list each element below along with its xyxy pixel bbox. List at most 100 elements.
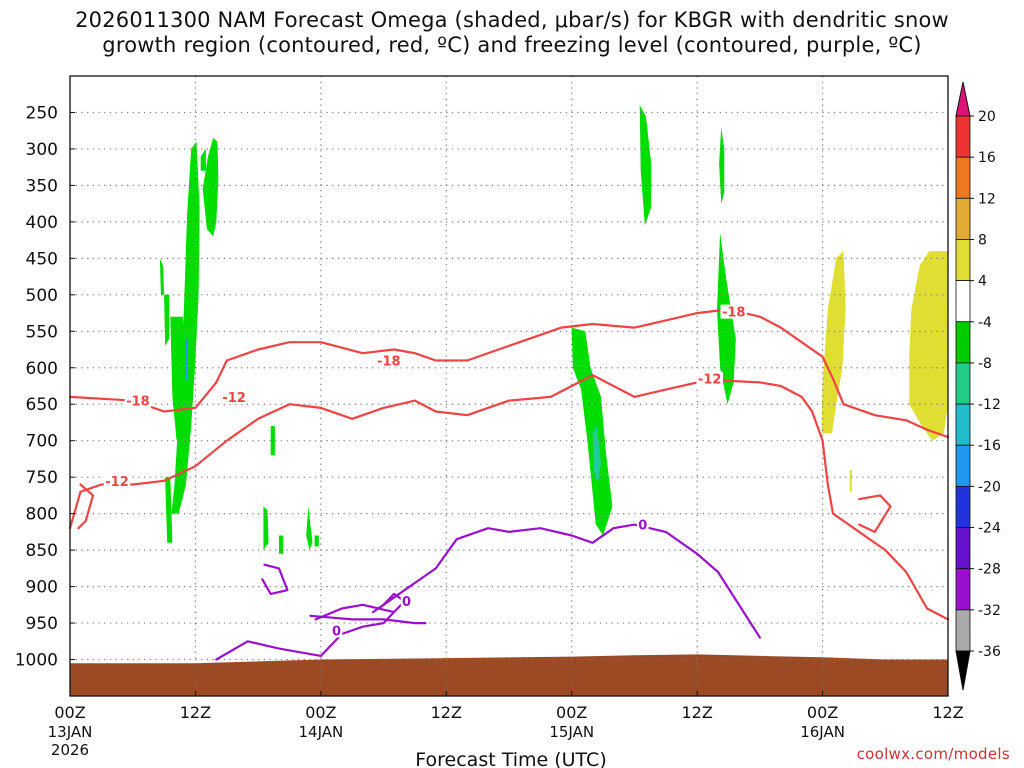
x-tick-label: 12Z <box>180 703 211 722</box>
colorbar-segment <box>955 115 971 158</box>
x-axis-label: Forecast Time (UTC) <box>415 749 606 768</box>
contour-label: -18 <box>126 395 150 410</box>
y-tick-label: 300 <box>26 140 58 160</box>
y-tick-label: 500 <box>26 286 58 306</box>
contour-label-bg <box>220 389 248 404</box>
x-tick-date: 16JAN <box>800 723 845 741</box>
chart-title-line-2: growth region (contoured, red, ºC) and f… <box>102 33 922 57</box>
contour-line <box>68 308 950 439</box>
omega-region <box>263 506 269 551</box>
colorbar-label: 8 <box>978 232 987 248</box>
x-tick-label: 12Z <box>932 703 963 722</box>
plot-frame <box>69 75 949 697</box>
y-tick-label: 250 <box>26 103 58 123</box>
terrain-fill <box>70 654 948 696</box>
colorbar-label: 12 <box>978 191 996 207</box>
y-tick-label: 550 <box>26 322 58 342</box>
omega-region <box>270 426 275 456</box>
omega-region <box>279 535 284 554</box>
x-tick-year: 2026 <box>51 741 89 759</box>
plot-border <box>69 75 949 697</box>
colorbar-segment <box>955 239 971 282</box>
colorbar-segment <box>955 485 971 528</box>
x-tick-label: 00Z <box>807 703 838 722</box>
y-tick-label: 600 <box>26 359 58 379</box>
omega-region <box>306 506 313 551</box>
contour-line <box>77 483 95 530</box>
contour-line <box>314 603 396 621</box>
x-tick-label: 00Z <box>54 703 85 722</box>
contour-label: 0 <box>332 624 341 639</box>
omega-region <box>159 258 165 295</box>
contour-line <box>377 523 762 639</box>
omega-region <box>165 477 173 543</box>
x-tick-date: 15JAN <box>549 723 594 741</box>
colorbar-bottom-triangle <box>955 650 971 691</box>
contour-label-bg <box>720 304 747 319</box>
colorbar-label: -32 <box>978 603 1001 619</box>
omega-region <box>909 251 948 441</box>
contour-line <box>309 614 427 625</box>
colorbar-label: -12 <box>978 397 1001 413</box>
y-tick-label: 850 <box>26 541 58 561</box>
omega-region <box>202 138 219 237</box>
x-tick-label: 00Z <box>556 703 587 722</box>
contour-label: -18 <box>377 354 401 369</box>
contour-line <box>68 374 950 621</box>
colorbar-label: -24 <box>978 521 1001 537</box>
colorbar-label: -20 <box>978 479 1001 495</box>
omega-region <box>200 148 206 171</box>
contour-label-bg <box>375 353 403 368</box>
y-tick-label: 1000 <box>15 651 58 671</box>
x-tick-date: 13JAN <box>48 723 93 741</box>
colorbar-label: 16 <box>978 150 996 166</box>
contour-label: -12 <box>222 391 246 406</box>
y-tick-label: 750 <box>26 468 58 488</box>
credit-text: coolwx.com/models <box>856 745 1010 763</box>
x-tick-label: 00Z <box>305 703 336 722</box>
contour-line <box>261 563 289 596</box>
colorbar-segment <box>955 197 971 240</box>
axis-layer: 250 300 350 400 450 500 550 600 650 700 750 800 850 9… <box>15 103 964 768</box>
colorbar-segment <box>955 362 971 405</box>
contour-line <box>858 494 892 534</box>
contour-label-layer: -18 -18 -18 -12 -12 -12 0 0 0 <box>103 304 747 639</box>
colorbar-segment <box>955 609 971 652</box>
omega-region <box>639 105 652 226</box>
y-tick-label: 700 <box>26 432 58 452</box>
colorbar-segment <box>955 444 971 487</box>
y-tick-label: 800 <box>26 505 58 525</box>
contour-label-bg <box>103 473 131 488</box>
contour-label: -12 <box>698 373 722 388</box>
omega-shading-layer <box>70 105 948 696</box>
contour-label: -18 <box>722 306 746 321</box>
omega-region <box>821 251 846 434</box>
omega-region <box>849 469 852 492</box>
contour-layer <box>68 308 950 661</box>
colorbar-segment <box>955 156 971 199</box>
omega-region <box>571 327 613 536</box>
contour-label: -12 <box>105 475 129 490</box>
colorbar-top-triangle <box>955 81 971 117</box>
contour-label-bg <box>124 393 152 408</box>
x-tick-label: 12Z <box>681 703 712 722</box>
omega-region <box>719 127 725 204</box>
contour-label: 0 <box>638 519 647 534</box>
y-tick-label: 900 <box>26 578 58 598</box>
colorbar-label: -16 <box>978 438 1001 454</box>
omega-region <box>164 294 170 346</box>
contour-line <box>215 592 406 661</box>
colorbar-segment <box>955 403 971 446</box>
grid-layer <box>69 76 949 696</box>
colorbar-label: -8 <box>978 356 992 372</box>
contour-label: 0 <box>402 595 411 610</box>
colorbar-label: 20 <box>978 109 996 125</box>
omega-region <box>314 535 319 547</box>
x-tick-label: 12Z <box>431 703 462 722</box>
omega-region <box>185 338 189 383</box>
colorbar-label: 4 <box>978 274 987 290</box>
colorbar: 20 16 12 8 4 -4 -8 -12 -16 -20 -24 -28 -32 -36 <box>955 81 1001 691</box>
colorbar-label: -28 <box>978 562 1001 578</box>
contour-label-bg <box>696 371 723 386</box>
